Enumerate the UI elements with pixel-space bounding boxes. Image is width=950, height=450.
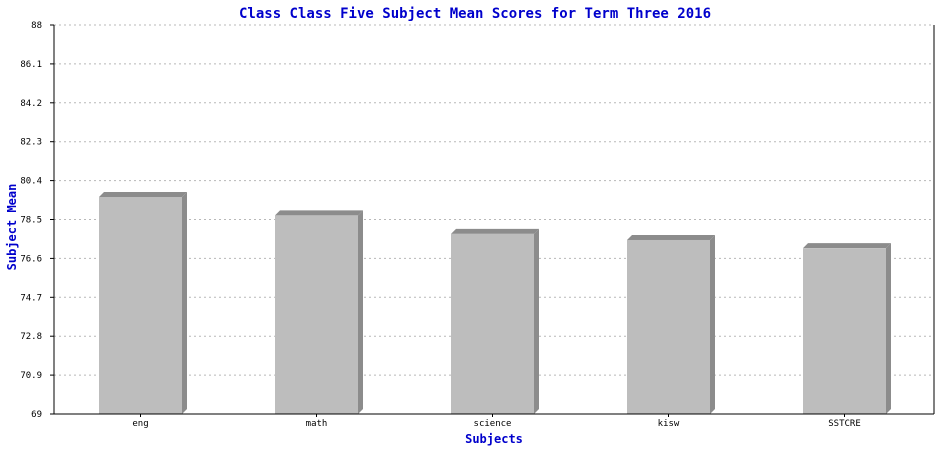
x-tick-label: kisw <box>658 419 680 429</box>
y-tick-label: 84.2 <box>20 99 42 109</box>
chart-title: Class Class Five Subject Mean Scores for… <box>239 6 711 22</box>
bar-face <box>451 233 534 414</box>
y-tick-label: 69 <box>31 410 42 420</box>
bar-side <box>710 234 715 414</box>
bar-face <box>275 215 358 414</box>
y-tick-label: 78.5 <box>20 216 42 226</box>
bar-top <box>803 243 891 249</box>
y-tick-label: 86.1 <box>20 60 42 70</box>
y-tick-label: 80.4 <box>20 177 42 187</box>
bar-science <box>451 228 539 414</box>
bar-top <box>275 210 363 216</box>
x-axis-ticks: eng math science kisw SSTCRE <box>132 414 861 429</box>
bar-top <box>627 234 715 240</box>
y-axis-title: Subject Mean <box>5 184 19 271</box>
bar-math <box>275 210 363 414</box>
bar-kisw <box>627 234 715 414</box>
x-tick-label: eng <box>132 419 148 429</box>
bar-face <box>99 196 182 414</box>
y-tick-label: 76.6 <box>20 254 42 264</box>
y-tick-label: 70.9 <box>20 371 42 381</box>
bar-SSTCRE <box>803 243 891 414</box>
bar-side <box>886 243 891 414</box>
bar-side <box>358 210 363 414</box>
y-tick-label: 72.8 <box>20 332 42 342</box>
bar-eng <box>99 191 187 414</box>
y-tick-label: 82.3 <box>20 138 42 148</box>
x-tick-label: SSTCRE <box>828 419 861 429</box>
bar-side <box>534 228 539 414</box>
y-tick-label: 74.7 <box>20 293 42 303</box>
x-tick-label: math <box>306 419 328 429</box>
y-tick-label: 88 <box>31 21 42 31</box>
x-tick-label: science <box>474 419 512 429</box>
bar-side <box>182 191 187 414</box>
bars <box>99 191 891 414</box>
y-axis-ticks: 69 70.9 72.8 74.7 76.6 78.5 80.4 82.3 84.2 86.1 88 <box>20 21 54 420</box>
bar-face <box>627 239 710 414</box>
bar-top <box>451 228 539 234</box>
bar-top <box>99 191 187 197</box>
x-axis-title: Subjects <box>465 432 523 446</box>
bar-face <box>803 248 886 414</box>
